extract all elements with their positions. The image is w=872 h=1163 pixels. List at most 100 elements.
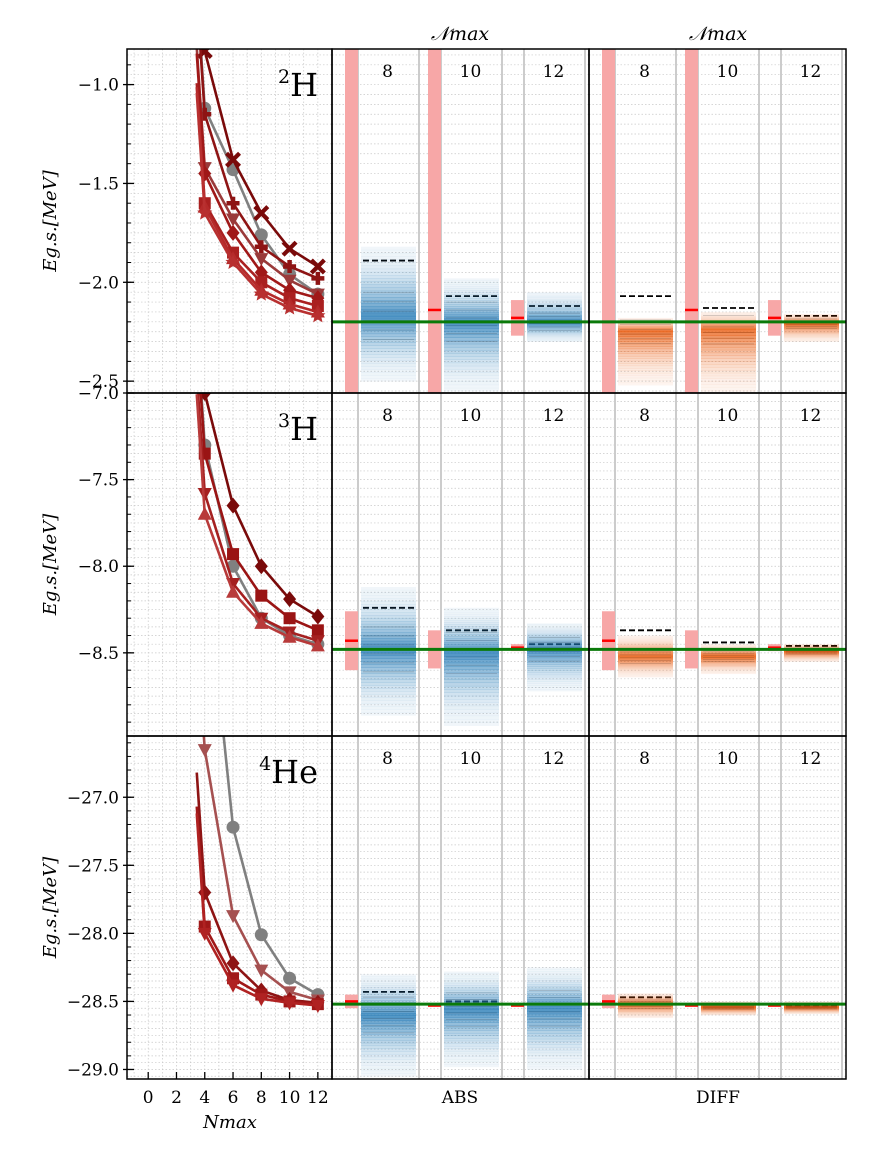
cloud-strip-lower <box>784 1013 839 1015</box>
cloud-strip-lower <box>444 695 499 700</box>
series-diamond-point <box>226 224 240 241</box>
cloud-strip-upper <box>784 317 839 319</box>
cloud-strip-lower <box>444 699 499 703</box>
cloud-strip-upper <box>701 317 756 319</box>
cloud-strip-lower <box>527 655 582 658</box>
cloud-strip-upper <box>618 319 673 321</box>
cloud-strip-lower <box>361 661 416 665</box>
cloud-strip-lower <box>527 323 582 325</box>
cloud-strip-upper <box>361 643 416 647</box>
cloud-strip-lower <box>444 682 499 687</box>
cloud-strip-lower <box>701 381 756 385</box>
y-tick-label: −27.0 <box>67 788 119 808</box>
series-group <box>195 49 326 323</box>
diff-cloud <box>784 644 839 662</box>
cloud-strip-upper <box>527 634 582 636</box>
cloud-strip-lower <box>527 1016 582 1020</box>
cloud-strip-upper <box>361 974 416 977</box>
y-tick-label: −2.5 <box>78 372 119 392</box>
cloud-strip-upper <box>527 297 582 300</box>
cloud-strip-lower <box>784 1011 839 1012</box>
series-x-lead <box>203 49 207 52</box>
y-tick-label: −7.5 <box>78 471 119 491</box>
diff-cloud <box>618 635 673 678</box>
cloud-strip-upper <box>361 265 416 270</box>
cloud-strip-lower <box>527 333 582 335</box>
cloud-strip-upper <box>618 1000 673 1002</box>
cloud-strip-upper <box>361 615 416 619</box>
cloud-strip-upper <box>701 655 756 657</box>
cloud-strip-upper <box>527 313 582 316</box>
x-tick-label: 4 <box>199 1088 210 1108</box>
nucleus-symbol: H <box>290 66 318 104</box>
cloud-strip-lower <box>444 1056 499 1060</box>
cloud-strip-upper <box>361 290 416 295</box>
cloud-strip-lower <box>444 387 499 392</box>
cloud-strip-lower <box>701 664 756 666</box>
cloud-strip-lower <box>784 1009 839 1010</box>
cloud-strip-lower <box>527 1049 582 1054</box>
cloud-strip-upper <box>444 978 499 981</box>
cloud-strip-lower <box>527 1011 582 1015</box>
cloud-strip-lower <box>361 691 416 695</box>
cloud-strip-upper <box>527 292 582 294</box>
cloud-strip-lower <box>784 326 839 328</box>
cloud-strip-lower <box>784 331 839 334</box>
series-star-point <box>253 286 269 301</box>
y-tick-label: −7.0 <box>78 384 119 404</box>
cloud-strip-upper <box>444 983 499 986</box>
cloud-strip-upper <box>361 989 416 992</box>
x-tick-label: 10 <box>279 1088 301 1108</box>
series-diamond-lead <box>195 53 207 174</box>
series-triangle-up-point <box>197 506 212 520</box>
cloud-strip-lower <box>784 337 839 339</box>
cloud-strip-lower <box>527 335 582 337</box>
cloud-strip-upper <box>361 1000 416 1003</box>
cloud-strip-lower <box>444 1032 499 1036</box>
cloud-strip-upper <box>527 293 582 296</box>
cloud-strip-upper <box>527 305 582 308</box>
model-space-label: 8 <box>382 62 393 82</box>
cloud-strip-lower <box>444 1030 499 1034</box>
cloud-strip-lower <box>444 1012 499 1016</box>
cloud-strip-upper <box>444 615 499 619</box>
cloud-strip-lower <box>701 1011 756 1013</box>
model-space-label: 12 <box>543 749 565 769</box>
diff-cloud <box>701 644 756 675</box>
cloud-strip-lower <box>784 339 839 341</box>
cloud-strip-lower <box>527 339 582 342</box>
series-star-point <box>310 307 326 323</box>
cloud-strip-lower <box>444 369 499 373</box>
cloud-strip-lower <box>527 1024 582 1029</box>
cloud-strip-upper <box>784 644 839 645</box>
cloud-strip-lower <box>701 352 756 357</box>
cloud-strip-lower <box>527 1061 582 1065</box>
panel-frame <box>588 392 847 737</box>
cloud-strip-lower <box>444 1014 499 1018</box>
cloud-strip-lower <box>444 715 499 720</box>
cloud-strip-lower <box>444 1053 499 1057</box>
cloud-strip-lower <box>701 669 756 671</box>
cloud-strip-lower <box>701 668 756 671</box>
cloud-strip-upper <box>527 972 582 976</box>
cloud-strip-upper <box>701 653 756 655</box>
cloud-strip-upper <box>361 271 416 276</box>
model-space-bands <box>332 49 846 1079</box>
series-group <box>195 736 325 1013</box>
cloud-strip-lower <box>701 660 756 662</box>
cloud-strip-lower <box>527 331 582 334</box>
cloud-strip-upper <box>527 991 582 994</box>
cloud-strip-lower <box>618 341 673 345</box>
cloud-strip-lower <box>618 666 673 669</box>
gray-circle-point <box>226 820 240 834</box>
cloud-strip-upper <box>618 319 673 321</box>
cloud-strip-lower <box>444 324 499 329</box>
cloud-strip-lower <box>444 375 499 379</box>
cloud-strip-lower <box>618 670 673 672</box>
cloud-strip-upper <box>701 319 756 321</box>
series-triangle-down-point <box>226 910 241 924</box>
cloud-strip-lower <box>618 1015 673 1017</box>
cloud-strip-upper <box>361 623 416 628</box>
cloud-strip-upper <box>527 624 582 627</box>
x-tick-label: 2 <box>171 1088 182 1108</box>
